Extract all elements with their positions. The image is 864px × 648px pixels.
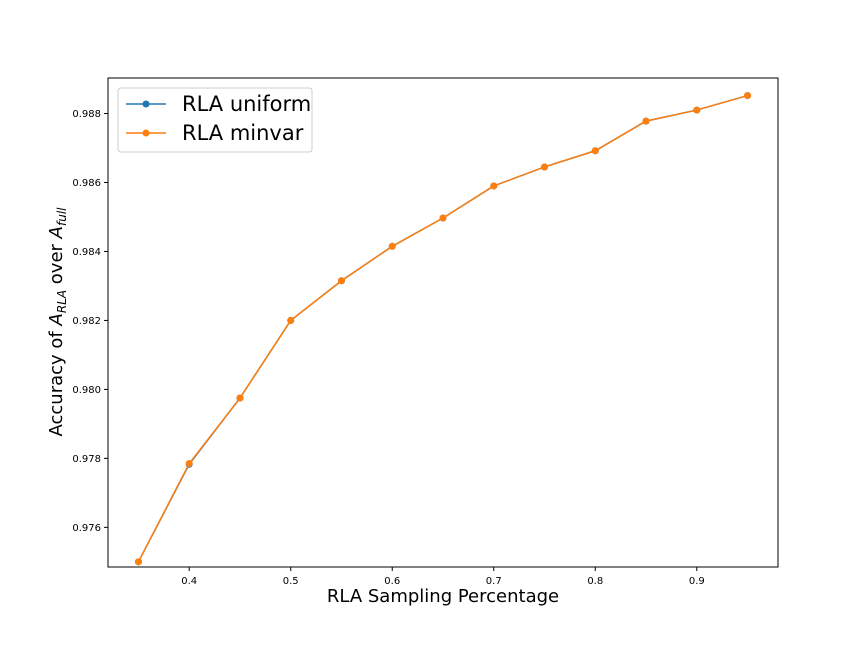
legend-label-minvar: RLA minvar — [182, 121, 304, 145]
y-axis-label: Accuracy of ARLA over Afull — [46, 207, 69, 437]
data-point — [134, 558, 142, 566]
y-axis-ticks: 0.976 0.978 0.980 0.982 0.984 0.986 0.988 — [72, 109, 108, 534]
y-tick-label: 0.984 — [72, 247, 101, 258]
data-point — [591, 147, 599, 155]
data-point — [490, 182, 498, 190]
x-axis-ticks: 0.4 0.5 0.6 0.7 0.8 0.9 — [181, 567, 705, 587]
plot-area — [107, 77, 779, 568]
x-tick-label: 0.6 — [384, 576, 400, 587]
data-point — [693, 106, 701, 114]
data-point — [287, 316, 295, 324]
data-point — [541, 163, 549, 171]
x-axis-label: RLA Sampling Percentage — [327, 586, 559, 607]
legend-label-uniform: RLA uniform — [182, 92, 311, 116]
legend: RLA uniform RLA minvar — [117, 87, 313, 153]
legend-marker-uniform — [142, 100, 150, 108]
y-tick-label: 0.978 — [72, 454, 101, 465]
x-tick-label: 0.5 — [283, 576, 299, 587]
data-point — [439, 214, 447, 222]
y-tick-label: 0.976 — [72, 523, 101, 534]
data-point — [744, 92, 752, 100]
x-tick-label: 0.8 — [587, 576, 603, 587]
data-point — [236, 394, 244, 402]
data-point — [337, 277, 345, 285]
data-point — [642, 117, 650, 125]
legend-box — [117, 87, 313, 153]
y-tick-label: 0.980 — [72, 385, 101, 396]
series-layer — [134, 92, 752, 566]
legend-marker-minvar — [142, 129, 150, 137]
y-tick-label: 0.986 — [72, 178, 101, 189]
x-tick-label: 0.4 — [181, 576, 197, 587]
series-rla-minvar — [134, 92, 752, 566]
data-point — [388, 242, 396, 250]
x-tick-label: 0.7 — [486, 576, 502, 587]
x-tick-label: 0.9 — [689, 576, 705, 587]
data-point — [185, 460, 193, 468]
y-tick-label: 0.988 — [72, 109, 101, 120]
y-tick-label: 0.982 — [72, 316, 101, 327]
